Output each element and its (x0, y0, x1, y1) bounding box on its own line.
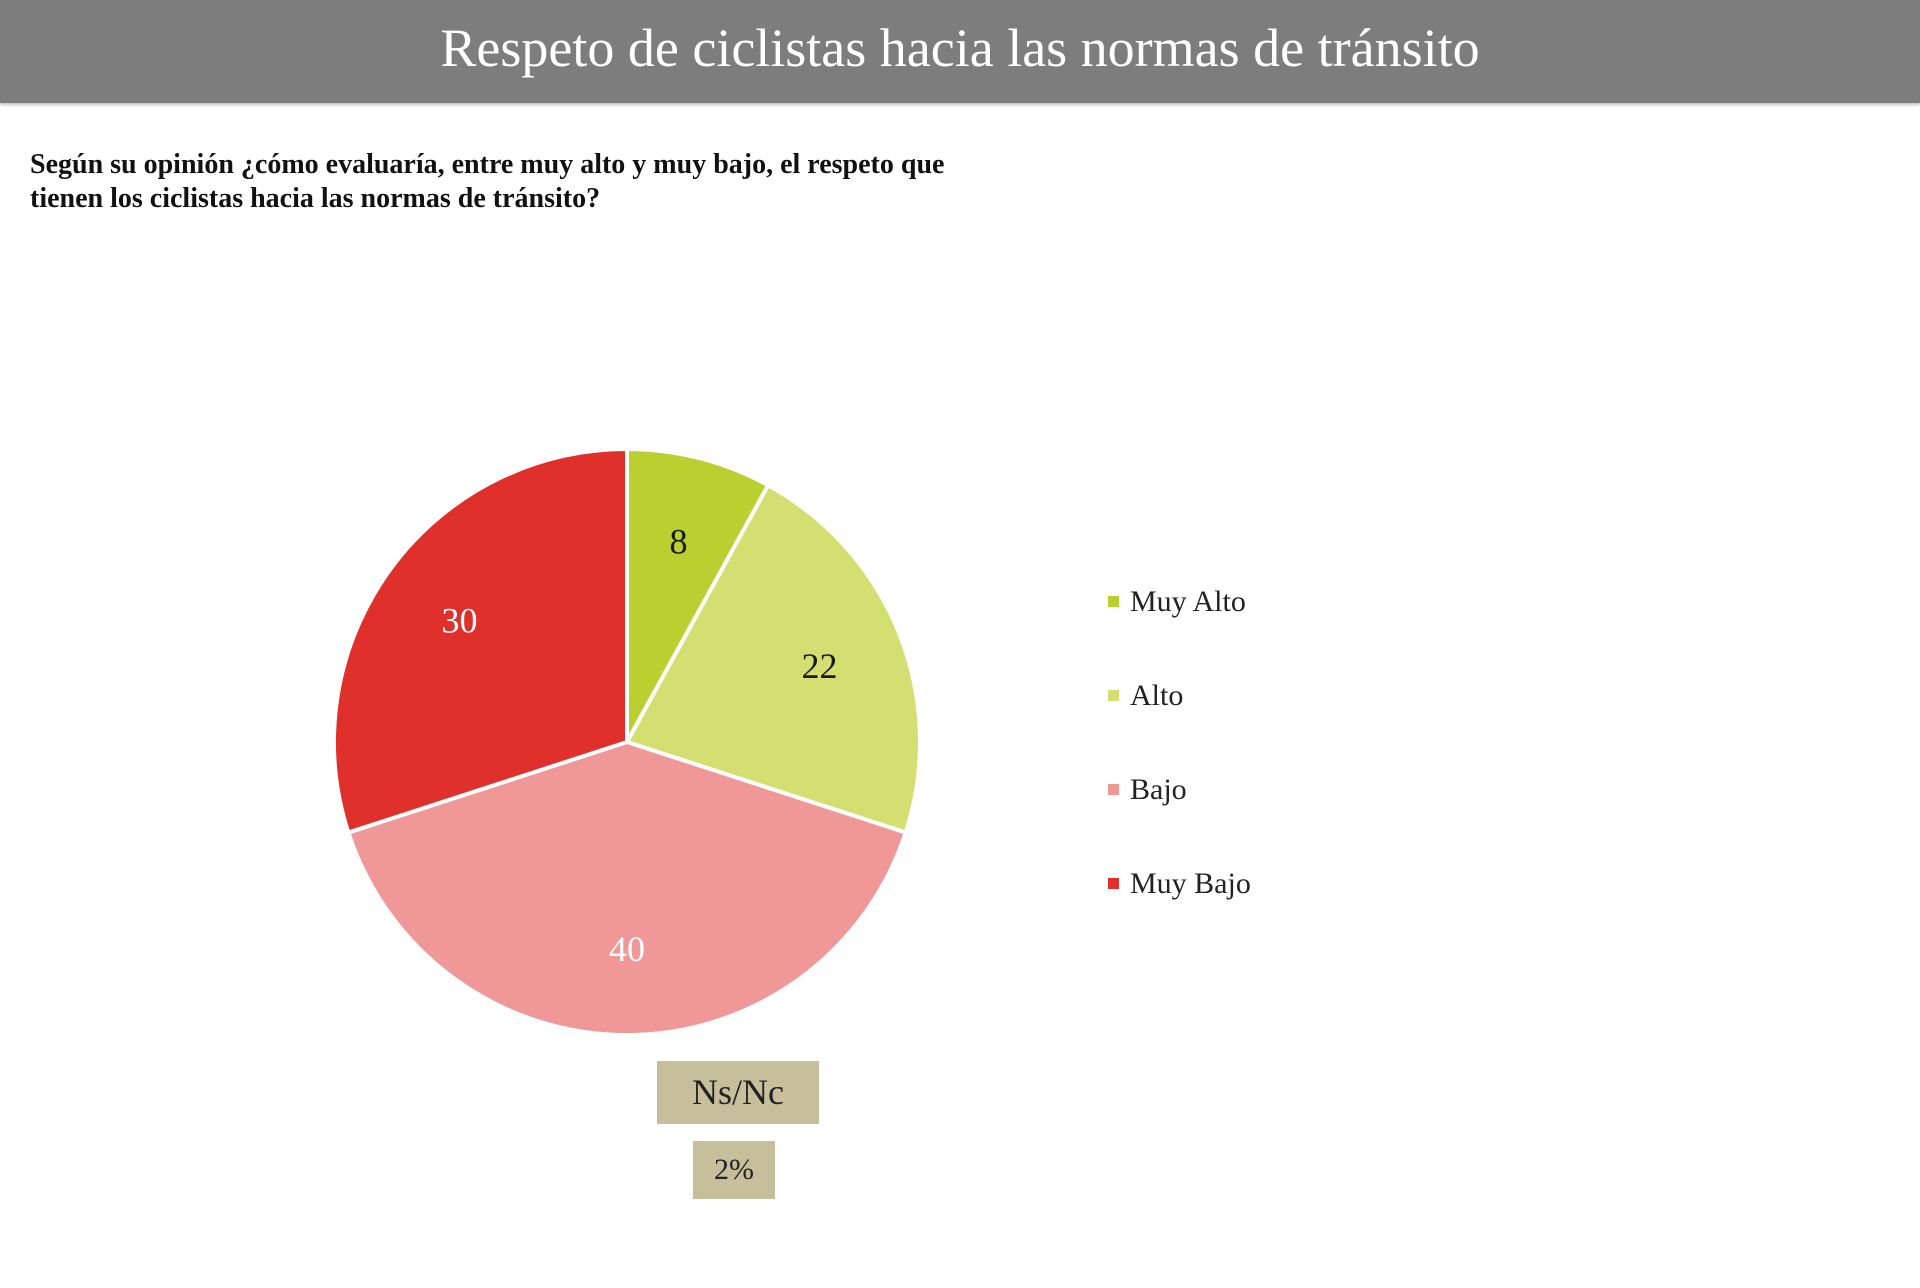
pie-slice-muy-bajo (332, 447, 629, 835)
legend-label: Muy Bajo (1130, 867, 1251, 900)
no-response-label: Ns/Nc (657, 1061, 819, 1124)
legend-swatch (1108, 596, 1119, 607)
no-response-value: 2% (693, 1141, 775, 1199)
legend-swatch (1108, 784, 1119, 795)
data-label-alto: 22 (801, 646, 837, 686)
pie-slice-alto (625, 483, 922, 835)
legend-label: Alto (1130, 679, 1184, 712)
legend-label: Muy Alto (1130, 585, 1246, 618)
survey-question: Según su opinión ¿cómo evaluaría, entre … (30, 149, 945, 214)
data-label-muy-bajo: 30 (442, 600, 478, 640)
chart-title: Respeto de ciclistas hacia las normas de… (440, 18, 1480, 78)
data-label-muy-alto: 8 (669, 522, 687, 562)
legend-label: Bajo (1130, 773, 1187, 806)
pie-slice-bajo (346, 740, 908, 1038)
data-label-bajo: 40 (609, 929, 645, 969)
pie-slice-muy-alto (625, 447, 771, 744)
legend-swatch (1108, 878, 1119, 889)
title-banner: Respeto de ciclistas hacia las normas de… (0, 0, 1920, 103)
legend-swatch (1108, 690, 1119, 701)
